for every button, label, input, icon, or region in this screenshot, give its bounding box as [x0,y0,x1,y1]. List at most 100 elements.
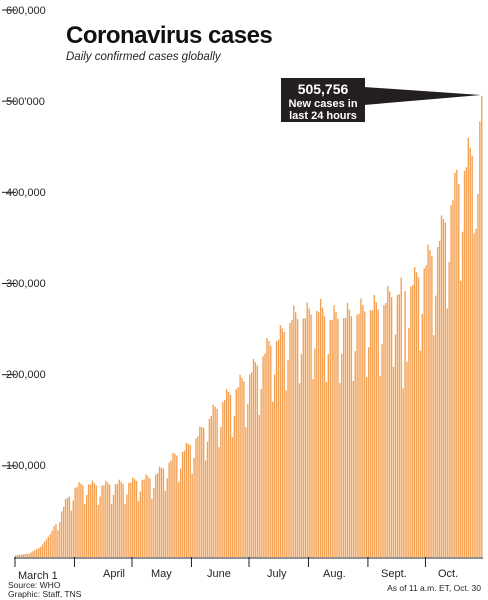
bar-day-24 [59,522,61,557]
bar-day-28 [66,497,69,557]
bar-day-140 [281,328,283,557]
bar-day-227 [448,262,450,557]
bar-day-58 [124,503,126,557]
bar-day-153 [306,302,308,557]
bar-day-145 [291,319,293,557]
bar-day-214 [423,268,425,557]
bar-day-63 [133,479,136,557]
bar-day-207 [410,286,412,557]
bar-day-104 [212,404,214,557]
bar-day-100 [204,460,207,557]
bar-day-97 [199,426,201,557]
bar-day-224 [442,218,445,557]
bar-day-95 [195,438,197,557]
bar-day-199 [394,334,397,557]
bar-day-121 [245,427,247,557]
bar-day-117 [237,387,239,557]
bar-day-210 [415,272,418,557]
bar-day-156 [312,379,314,557]
bar-day-119 [241,377,243,557]
bar-day-186 [369,310,372,557]
callout-line2: last 24 hours [289,110,357,122]
bar-day-54 [116,484,119,557]
bar-day-79 [164,490,166,557]
bar-day-217 [429,250,431,557]
bar-day-98 [201,427,203,557]
bar-day-170 [339,383,341,557]
bar-day-1 [15,555,17,557]
bar-day-55 [118,479,120,557]
bar-day-12 [36,549,38,557]
bar-day-85 [176,455,178,557]
bar-day-115 [233,415,236,557]
bar-day-20 [51,530,53,557]
bar-day-113 [229,394,232,557]
bar-day-173 [344,317,347,557]
bar-day-162 [323,316,326,557]
bar-day-135 [272,401,274,557]
bar-day-88 [181,451,184,557]
bar-day-84 [174,453,176,557]
bar-day-233 [459,280,462,557]
bar-day-230 [454,172,456,557]
bar-day-184 [366,377,368,557]
bar-day-148 [296,319,299,557]
bar-day-159 [318,312,320,557]
month-label-oct: Oct. [438,568,458,580]
bar-day-29 [68,496,71,557]
bar-day-52 [112,494,115,557]
month-label-may: May [151,568,172,580]
bar-day-131 [264,353,266,557]
bar-day-99 [202,427,205,557]
y-tick-label-200000: 200,000 [6,369,46,381]
bar-day-202 [400,277,402,557]
bar-day-240 [473,233,475,558]
bar-day-91 [187,443,189,557]
bar-day-87 [179,468,182,557]
bar-day-201 [398,294,400,557]
callout: 505,756 New cases in last 24 hours [281,78,481,122]
bar-day-75 [156,473,159,557]
bar-day-15 [41,544,44,557]
bar-day-47 [103,485,105,557]
bar-day-154 [308,308,310,557]
bar-day-157 [314,348,316,557]
bar-day-139 [279,325,282,557]
bar-day-22 [55,523,57,557]
bar-day-6 [24,554,26,557]
bar-day-105 [214,406,216,557]
bar-day-108 [220,426,222,557]
bar-day-122 [247,403,249,557]
bar-day-179 [356,314,358,557]
bar-day-35 [80,483,82,557]
y-tick-label-600000: 600,000 [6,5,46,17]
bar-day-66 [139,491,142,557]
bar-day-143 [287,360,289,557]
bar-day-27 [64,499,67,557]
bar-day-34 [78,482,80,557]
bar-day-222 [438,240,441,557]
bar-day-25 [61,511,63,557]
bar-day-82 [170,460,172,557]
bar-day-92 [189,445,191,557]
y-tick-label-500000: 500'000 [6,96,45,108]
bar-day-71 [149,478,151,557]
callout-box [281,78,365,122]
bar-day-124 [250,372,253,557]
bar-day-11 [34,550,36,557]
bar-day-182 [362,305,364,557]
bar-day-90 [185,442,188,557]
bar-day-155 [310,314,312,557]
bar-day-118 [239,374,241,557]
bar-day-72 [151,498,153,557]
bar-day-18 [47,536,49,557]
bar-day-181 [360,298,362,557]
month-label-july: July [267,568,287,580]
bar-day-7 [26,553,28,557]
bar-day-232 [458,183,460,558]
bar-day-174 [346,302,349,557]
bar-day-69 [145,474,147,557]
bar-day-191 [379,375,381,557]
bar-day-68 [143,479,145,557]
